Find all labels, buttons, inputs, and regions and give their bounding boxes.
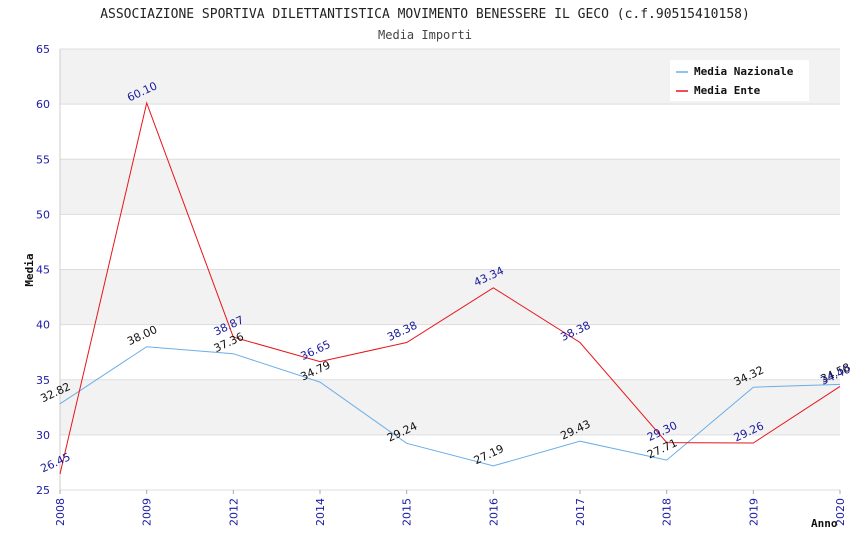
x-tick-label: 2015 [401,498,414,526]
y-tick-label: 40 [36,319,50,332]
y-tick-label: 35 [36,374,50,387]
grid-bands [60,49,840,490]
x-axis-ticks: 2008 2009 2012 2014 2015 2016 2017 2018 2019 2020 [54,490,847,526]
grid-band [60,434,840,490]
x-tick-label: 2017 [574,498,587,526]
legend-box [670,60,809,101]
grid-lines [59,48,840,491]
x-tick-label: 2009 [141,498,154,526]
legend: Media Nazionale Media Ente [670,60,809,101]
x-tick-label: 2018 [661,498,674,526]
y-tick-label: 60 [36,98,50,111]
x-tick-label: 2008 [54,498,67,526]
y-tick-label: 30 [36,429,50,442]
y-tick-label: 55 [36,153,50,166]
chart-title: ASSOCIAZIONE SPORTIVA DILETTANTISTICA MO… [100,7,750,22]
legend-label-media-ente: Media Ente [694,84,761,97]
y-axis-label: Media [23,253,36,286]
y-tick-label: 25 [36,484,50,497]
grid-band [60,269,840,325]
y-axis-ticks: 25 30 35 40 45 50 55 60 65 [36,43,50,497]
grid-band [60,104,840,160]
series-line-media-ente [59,101,841,475]
legend-label-media-nazionale: Media Nazionale [694,65,794,78]
y-tick-label: 65 [36,43,50,56]
x-tick-label: 2014 [314,498,327,526]
x-tick-label: 2016 [487,498,500,526]
grid-band [60,379,840,435]
x-tick-label: 2020 [834,498,847,526]
y-tick-label: 45 [36,264,50,277]
grid-band [60,159,840,215]
x-tick-label: 2012 [227,498,240,526]
grid-band [60,214,840,270]
x-tick-label: 2019 [747,498,760,526]
series-lines [59,101,841,475]
grid-band [60,324,840,380]
x-axis-label: Anno [811,517,838,530]
y-tick-label: 50 [36,208,50,221]
chart-subtitle: Media Importi [378,28,472,42]
series-line-media-nazionale [59,346,841,467]
